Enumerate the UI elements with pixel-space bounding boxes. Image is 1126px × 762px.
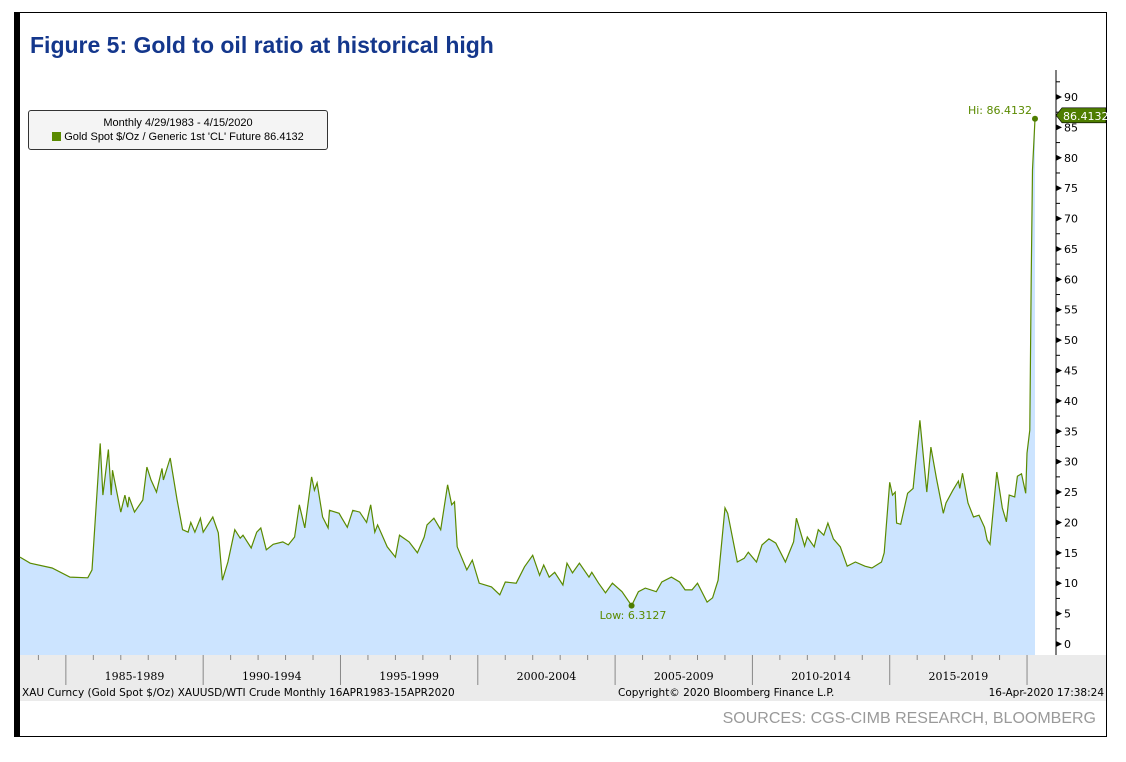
figure-title: Figure 5: Gold to oil ratio at historica…	[30, 32, 494, 58]
y-tick-label: 70	[1064, 213, 1078, 226]
y-tick-mark	[1056, 245, 1062, 252]
low-label: Low: 6.3127	[600, 609, 667, 622]
high-label: Hi: 86.4132	[968, 104, 1032, 117]
x-tick-label: 2010-2014	[791, 670, 851, 683]
y-tick-label: 50	[1064, 334, 1078, 347]
annotations: Hi: 86.4132 Low: 6.3127	[600, 104, 1032, 622]
footer-source: XAU Curncy (Gold Spot $/Oz) XAUUSD/WTI C…	[22, 687, 455, 699]
y-tick-mark	[1056, 124, 1062, 131]
x-tick-label: 1990-1994	[242, 670, 302, 683]
y-tick-label: 35	[1064, 425, 1078, 438]
x-axis-band	[20, 655, 1106, 701]
y-tick-label: 45	[1064, 365, 1078, 378]
y-tick-mark	[1056, 154, 1062, 161]
x-tick-label: 1995-1999	[379, 670, 439, 683]
footer-copyright: Copyright© 2020 Bloomberg Finance L.P.	[618, 687, 834, 699]
x-tick-label: 1985-1989	[105, 670, 165, 683]
y-tick-label: 40	[1064, 395, 1078, 408]
x-tick-label: 2005-2009	[654, 670, 714, 683]
legend-swatch	[52, 132, 62, 141]
legend-series-label: Gold Spot $/Oz / Generic 1st 'CL' Future…	[64, 131, 304, 143]
last-value-tag: 86.4132	[1055, 107, 1109, 124]
y-tick-mark	[1056, 458, 1062, 465]
y-tick-mark	[1056, 610, 1062, 617]
y-axis: 0 5 10 15 20 25 30 35 40 45 50 55 60 65 70 75 80 85 90	[1055, 70, 1078, 655]
y-tick-label: 15	[1064, 547, 1078, 560]
series-line	[19, 118, 1036, 607]
plot-area	[19, 115, 1038, 656]
x-tick-label: 2015-2019	[929, 670, 989, 683]
y-tick-label: 75	[1064, 182, 1078, 195]
y-tick-label: 20	[1064, 516, 1078, 529]
y-tick-mark	[1056, 306, 1062, 313]
series-area	[20, 118, 1035, 656]
y-tick-label: 80	[1064, 152, 1078, 165]
y-tick-mark	[1056, 215, 1062, 222]
y-tick-label: 85	[1064, 121, 1078, 134]
y-tick-mark	[1056, 397, 1062, 404]
last-value-text: 86.4132	[1063, 110, 1109, 123]
y-tick-mark	[1056, 185, 1062, 192]
y-tick-label: 90	[1064, 91, 1078, 104]
legend-entry: Gold Spot $/Oz / Generic 1st 'CL' Future…	[29, 130, 327, 144]
footer-timestamp: 16-Apr-2020 17:38:24	[989, 687, 1105, 699]
y-tick-label: 60	[1064, 273, 1078, 286]
y-tick-label: 25	[1064, 486, 1078, 499]
last-value-tag-shape	[1055, 107, 1107, 124]
y-tick-label: 55	[1064, 304, 1078, 317]
y-tick-label: 65	[1064, 243, 1078, 256]
legend-period: Monthly 4/29/1983 - 4/15/2020	[103, 117, 253, 129]
high-point	[1032, 115, 1038, 122]
y-tick-mark	[1056, 94, 1062, 100]
y-tick-label: 0	[1064, 638, 1071, 651]
y-tick-mark	[1056, 489, 1062, 496]
y-tick-mark	[1056, 549, 1062, 556]
figure-frame	[14, 12, 1107, 737]
x-tick-label: 2000-2004	[517, 670, 577, 683]
y-tick-label: 5	[1064, 608, 1071, 621]
legend: Monthly 4/29/1983 - 4/15/2020 Gold Spot …	[28, 110, 328, 150]
y-tick-mark	[1056, 519, 1062, 526]
y-tick-mark	[1056, 276, 1062, 283]
y-tick-mark	[1056, 580, 1062, 587]
y-tick-label: 30	[1064, 456, 1078, 469]
y-tick-mark	[1056, 641, 1062, 647]
y-tick-label: 10	[1064, 577, 1078, 590]
y-tick-mark	[1056, 428, 1062, 435]
y-tick-mark	[1056, 367, 1062, 374]
y-tick-mark	[1056, 337, 1062, 344]
sources-note: SOURCES: CGS-CIMB RESEARCH, BLOOMBERG	[722, 710, 1096, 727]
low-point	[628, 602, 635, 609]
x-axis: 1985-1989 1990-1994 1995-1999 2000-2004 2005…	[37, 655, 1028, 685]
